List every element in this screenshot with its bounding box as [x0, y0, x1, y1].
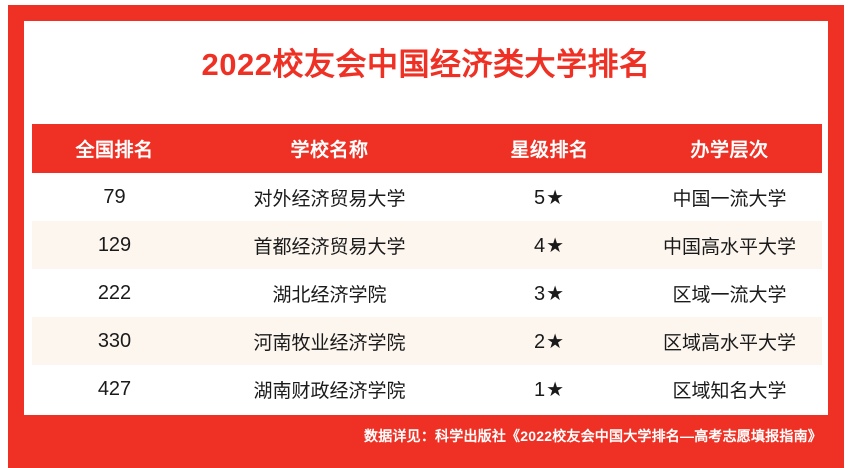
cell-school-name: 湖南财政经济学院: [253, 380, 406, 402]
cell-school-tier: 区域高水平大学: [662, 332, 796, 354]
column-header-national-rank: 全国排名: [75, 140, 154, 161]
cell-star-rank: 2★: [533, 330, 566, 353]
cell-school-tier: 中国一流大学: [672, 188, 787, 210]
cell-national-rank: 330: [97, 329, 132, 352]
table-row: 330 河南牧业经济学院 2★ 区域高水平大学: [32, 317, 822, 365]
content-canvas: 2022校友会中国经济类大学排名 全国排名 学校名称 星级排名 办学层次 79 …: [24, 21, 828, 415]
cell-school-tier: 区域一流大学: [672, 284, 787, 306]
column-header-school-tier: 办学层次: [690, 140, 769, 161]
cell-star-rank: 1★: [533, 378, 566, 401]
cell-school-name: 对外经济贸易大学: [253, 188, 406, 210]
cell-star-rank: 4★: [533, 234, 566, 257]
table-row: 129 首都经济贸易大学 4★ 中国高水平大学: [32, 221, 822, 269]
cell-star-rank: 5★: [533, 186, 566, 209]
data-source-note: 数据详见：科学出版社《2022校友会中国大学排名—高考志愿填报指南》: [364, 428, 822, 444]
cell-national-rank: 79: [103, 185, 126, 208]
table-header-row: 全国排名 学校名称 星级排名 办学层次: [32, 124, 822, 173]
cell-school-name: 河南牧业经济学院: [253, 332, 406, 354]
table-row: 222 湖北经济学院 3★ 区域一流大学: [32, 269, 822, 317]
table-row: 79 对外经济贸易大学 5★ 中国一流大学: [32, 173, 822, 221]
table-row: 427 湖南财政经济学院 1★ 区域知名大学: [32, 365, 822, 413]
cell-national-rank: 427: [97, 377, 132, 400]
cell-school-name: 首都经济贸易大学: [253, 236, 406, 258]
cell-school-tier: 中国高水平大学: [662, 236, 796, 258]
column-header-star-rank: 星级排名: [510, 140, 589, 161]
page-title: 2022校友会中国经济类大学排名: [201, 47, 651, 82]
cell-school-name: 湖北经济学院: [272, 284, 387, 306]
column-header-school-name: 学校名称: [290, 140, 369, 161]
cell-star-rank: 3★: [533, 282, 566, 305]
cell-national-rank: 129: [97, 233, 132, 256]
ranking-table: 全国排名 学校名称 星级排名 办学层次 79 对外经济贸易大学 5★ 中国一流大…: [32, 124, 822, 413]
cell-national-rank: 222: [97, 281, 132, 304]
red-border-frame: 2022校友会中国经济类大学排名 全国排名 学校名称 星级排名 办学层次 79 …: [8, 5, 844, 468]
cell-school-tier: 区域知名大学: [672, 380, 787, 402]
